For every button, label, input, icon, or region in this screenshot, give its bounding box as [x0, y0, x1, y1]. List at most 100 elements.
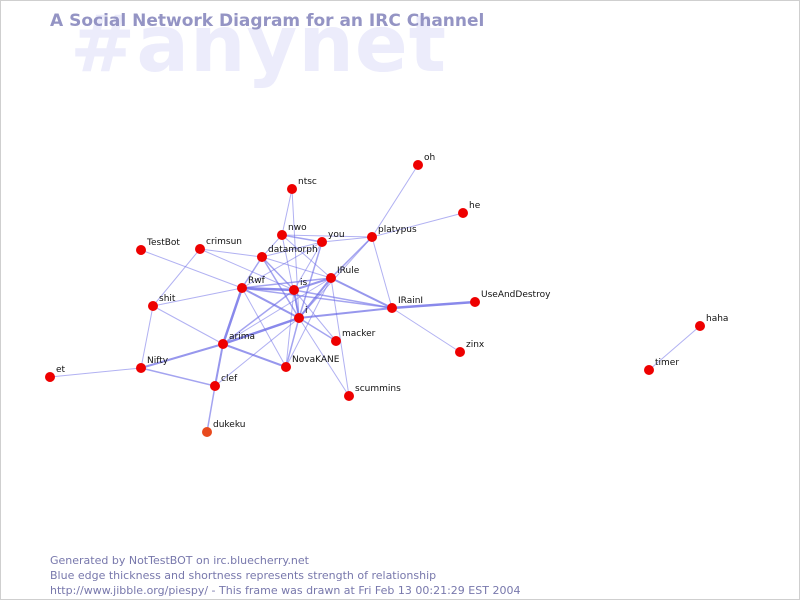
node-label: platypus	[378, 225, 417, 235]
edge-IRule-is	[293, 277, 332, 291]
node-he[interactable]: he	[458, 201, 481, 218]
node-dot[interactable]	[45, 372, 55, 382]
node-dot[interactable]	[287, 184, 297, 194]
node-oh[interactable]: oh	[413, 153, 435, 170]
edge-i-clef	[214, 317, 300, 387]
node-label: nwo	[288, 223, 307, 233]
edge-ntsc-i	[291, 188, 300, 319]
node-dot[interactable]	[237, 283, 247, 293]
node-dot[interactable]	[210, 381, 220, 391]
edge-IRainI-UseAndDestroy	[390, 300, 477, 310]
footer-source-link[interactable]: http://www.jibble.org/piespy/ - This fra…	[50, 584, 521, 597]
edge-IRule-arima	[222, 277, 332, 345]
node-dot[interactable]	[257, 252, 267, 262]
edge-arima-clef	[214, 343, 224, 387]
edge-i-arima	[221, 316, 301, 346]
node-i[interactable]: i	[294, 306, 308, 323]
node-label: timer	[655, 358, 679, 368]
node-label: Rwf	[248, 276, 266, 286]
edge-i-macker	[298, 317, 337, 342]
node-dot[interactable]	[317, 237, 327, 247]
edge-IRule-NovaKANE	[285, 277, 332, 368]
node-dot[interactable]	[644, 365, 654, 375]
node-shit[interactable]: shit	[148, 294, 176, 311]
node-NovaKANE[interactable]: NovaKANE	[281, 355, 340, 372]
node-dot[interactable]	[136, 245, 146, 255]
node-datamorph[interactable]: datamorph	[257, 245, 318, 262]
edge-nwo-you	[281, 234, 323, 243]
node-clef[interactable]: clef	[210, 374, 238, 391]
edge-datamorph-IRule	[261, 256, 332, 279]
node-crimsun[interactable]: crimsun	[195, 237, 242, 254]
node-label: TestBot	[146, 238, 180, 248]
node-dot[interactable]	[413, 160, 423, 170]
edge-Rwf-shit	[152, 287, 243, 307]
node-label: arima	[229, 332, 255, 342]
node-you[interactable]: you	[317, 230, 345, 247]
node-macker[interactable]: macker	[331, 329, 376, 346]
node-haha[interactable]: haha	[695, 314, 728, 331]
node-nwo[interactable]: nwo	[277, 223, 307, 240]
edge-nwo-IRule	[281, 234, 332, 279]
edge-haha-timer	[648, 325, 701, 371]
node-dot[interactable]	[367, 232, 377, 242]
node-label: you	[328, 230, 345, 240]
edge-clef-dukeku	[206, 385, 216, 433]
node-dot[interactable]	[136, 363, 146, 373]
node-label: UseAndDestroy	[481, 290, 551, 300]
node-timer[interactable]: timer	[644, 358, 679, 375]
edge-crimsun-datamorph	[199, 248, 263, 258]
node-label: zinx	[466, 340, 485, 350]
node-dot[interactable]	[218, 339, 228, 349]
node-label: et	[56, 365, 66, 375]
edge-IRule-Rwf	[241, 277, 332, 289]
node-Nifty[interactable]: Nifty	[136, 356, 169, 373]
node-dot[interactable]	[326, 273, 336, 283]
node-dot[interactable]	[148, 301, 158, 311]
edge-layer	[49, 164, 701, 433]
node-dot[interactable]	[202, 427, 212, 437]
node-label: datamorph	[268, 245, 318, 255]
edge-shit-arima	[152, 305, 224, 345]
node-dot[interactable]	[289, 285, 299, 295]
node-dukeku[interactable]: dukeku	[202, 420, 245, 437]
node-label: shit	[159, 294, 176, 304]
node-dot[interactable]	[387, 303, 397, 313]
node-et[interactable]: et	[45, 365, 66, 382]
node-dot[interactable]	[195, 244, 205, 254]
edge-you-Rwf	[241, 241, 323, 289]
node-dot[interactable]	[294, 313, 304, 323]
node-IRainI[interactable]: IRainI	[387, 296, 423, 313]
edge-Rwf-NovaKANE	[241, 287, 287, 368]
node-dot[interactable]	[455, 347, 465, 357]
node-IRule[interactable]: IRule	[326, 266, 360, 283]
node-dot[interactable]	[331, 336, 341, 346]
node-dot[interactable]	[695, 321, 705, 331]
edge-oh-platypus	[371, 164, 419, 238]
node-TestBot[interactable]: TestBot	[136, 238, 180, 255]
node-dot[interactable]	[277, 230, 287, 240]
node-arima[interactable]: arima	[218, 332, 255, 349]
node-UseAndDestroy[interactable]: UseAndDestroy	[470, 290, 551, 307]
edge-i-IRainI	[298, 307, 393, 319]
edge-datamorph-is	[261, 256, 295, 291]
node-label: i	[305, 306, 308, 316]
node-dot[interactable]	[344, 391, 354, 401]
node-label: scummins	[355, 384, 401, 394]
node-scummins[interactable]: scummins	[344, 384, 401, 401]
node-dot[interactable]	[458, 208, 468, 218]
node-label: he	[469, 201, 481, 211]
node-Rwf[interactable]: Rwf	[237, 276, 266, 293]
edge-Rwf-IRainI	[241, 287, 393, 309]
node-label: IRule	[337, 266, 360, 276]
node-ntsc[interactable]: ntsc	[287, 177, 317, 194]
node-is[interactable]: is	[289, 278, 308, 295]
node-zinx[interactable]: zinx	[455, 340, 485, 357]
node-dot[interactable]	[281, 362, 291, 372]
footer-generated-by: Generated by NotTestBOT on irc.bluecherr…	[50, 554, 309, 567]
edge-platypus-IRainI	[371, 236, 393, 309]
node-platypus[interactable]: platypus	[367, 225, 417, 242]
node-dot[interactable]	[470, 297, 480, 307]
